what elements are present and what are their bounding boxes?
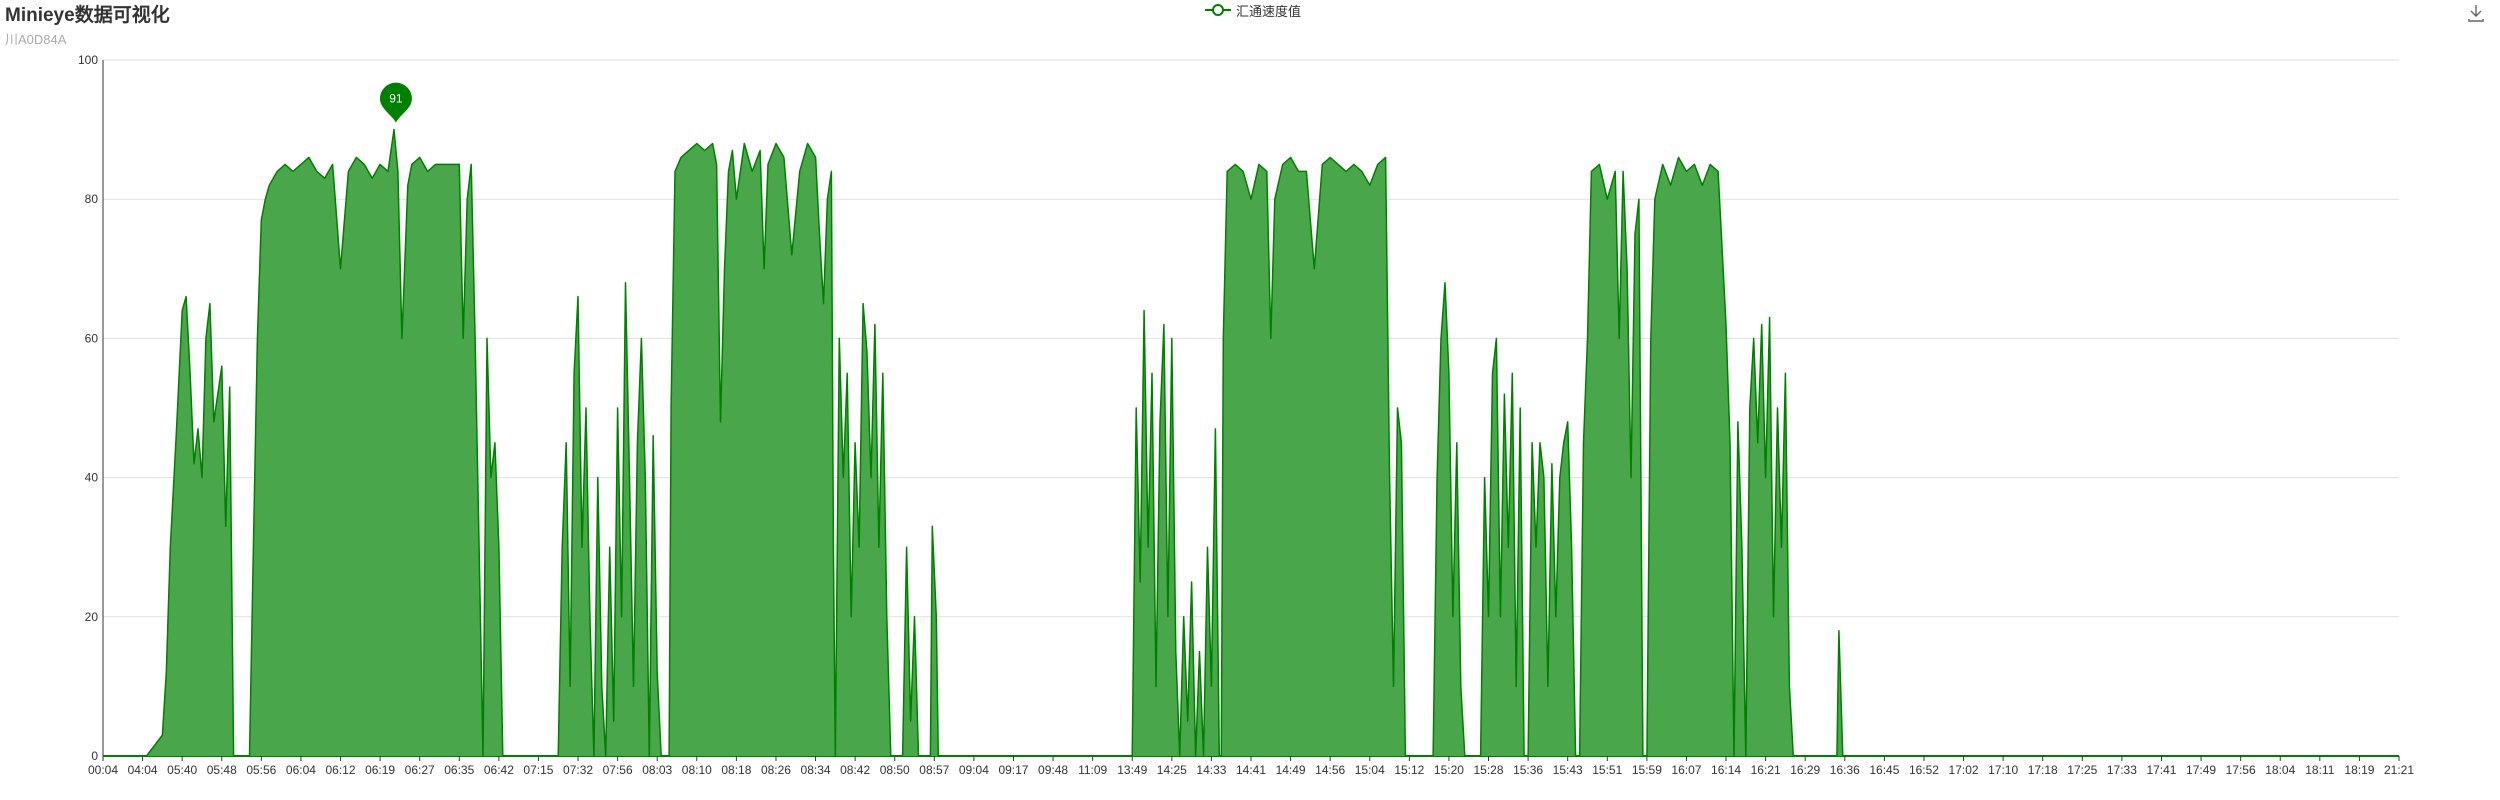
x-tick-label: 16:36 [1830, 763, 1860, 777]
x-tick-label: 05:48 [207, 763, 237, 777]
x-tick-label: 17:41 [2146, 763, 2176, 777]
x-tick-label: 14:33 [1196, 763, 1226, 777]
x-tick-label: 06:42 [484, 763, 514, 777]
x-tick-label: 05:40 [167, 763, 197, 777]
series-line [103, 128, 1885, 757]
x-tick-label: 08:42 [840, 763, 870, 777]
y-tick-label: 100 [78, 53, 98, 67]
x-tick-label: 15:43 [1553, 763, 1583, 777]
x-tick-label: 17:18 [2028, 763, 2058, 777]
x-tick-label: 16:21 [1751, 763, 1781, 777]
x-tick-label: 07:32 [563, 763, 593, 777]
x-tick-label: 06:35 [444, 763, 474, 777]
x-tick-label: 16:14 [1711, 763, 1741, 777]
x-tick-label: 15:51 [1592, 763, 1622, 777]
x-tick-label: 07:56 [603, 763, 633, 777]
x-tick-label: 17:10 [1988, 763, 2018, 777]
y-tick-label: 20 [85, 610, 99, 624]
x-tick-label: 15:59 [1632, 763, 1662, 777]
x-tick-label: 06:27 [405, 763, 435, 777]
x-tick-label: 06:19 [365, 763, 395, 777]
max-value-label: 91 [389, 92, 403, 106]
y-tick-label: 0 [91, 749, 98, 763]
x-tick-label: 16:45 [1869, 763, 1899, 777]
x-tick-label: 15:04 [1355, 763, 1385, 777]
x-tick-label: 14:25 [1157, 763, 1187, 777]
x-tick-label: 08:34 [801, 763, 831, 777]
x-tick-label: 15:12 [1394, 763, 1424, 777]
x-tick-label: 14:41 [1236, 763, 1266, 777]
x-tick-label: 07:15 [523, 763, 553, 777]
x-tick-label: 09:17 [998, 763, 1028, 777]
y-tick-label: 60 [85, 331, 99, 345]
x-tick-label: 17:33 [2107, 763, 2137, 777]
x-tick-label: 13:49 [1117, 763, 1147, 777]
x-tick-label: 06:12 [326, 763, 356, 777]
x-tick-label: 15:28 [1474, 763, 1504, 777]
x-tick-label: 09:04 [959, 763, 989, 777]
x-tick-label: 18:19 [2344, 763, 2374, 777]
x-tick-label: 08:50 [880, 763, 910, 777]
x-tick-label: 08:18 [721, 763, 751, 777]
x-tick-label: 16:07 [1671, 763, 1701, 777]
x-tick-label: 08:03 [642, 763, 672, 777]
x-tick-label: 14:49 [1276, 763, 1306, 777]
x-tick-label: 16:52 [1909, 763, 1939, 777]
x-tick-label: 08:57 [919, 763, 949, 777]
max-value-pin [379, 82, 412, 123]
x-tick-label: 18:04 [2265, 763, 2295, 777]
x-tick-label: 06:04 [286, 763, 316, 777]
chart-title: Minieye数据可视化 [5, 5, 170, 26]
series-area [103, 129, 1885, 757]
x-tick-label: 14:56 [1315, 763, 1345, 777]
x-tick-label: 17:02 [1949, 763, 1979, 777]
legend[interactable]: 汇通速度值 [1205, 0, 1301, 20]
x-tick-label: 08:26 [761, 763, 791, 777]
x-tick-label: 08:10 [682, 763, 712, 777]
line-circle-icon [1205, 4, 1231, 16]
x-tick-label: 00:04 [88, 763, 118, 777]
x-tick-label: 17:49 [2186, 763, 2216, 777]
legend-label: 汇通速度值 [1236, 3, 1302, 19]
x-tick-label: 05:56 [246, 763, 276, 777]
x-tick-label: 17:56 [2226, 763, 2256, 777]
x-tick-label: 09:48 [1038, 763, 1068, 777]
x-tick-label: 18:11 [2305, 763, 2334, 777]
x-tick-label: 15:36 [1513, 763, 1543, 777]
x-tick-label: 16:29 [1790, 763, 1820, 777]
y-tick-label: 40 [85, 471, 99, 485]
x-tick-label: 04:04 [128, 763, 158, 777]
x-tick-label: 21:21 [2384, 763, 2414, 777]
y-tick-label: 80 [85, 192, 99, 206]
chart-subtitle: 川A0D84A [5, 32, 67, 47]
x-tick-label: 11:09 [1078, 763, 1107, 777]
x-tick-label: 15:20 [1434, 763, 1464, 777]
x-tick-label: 17:25 [2067, 763, 2097, 777]
download-icon[interactable] [2466, 3, 2486, 28]
